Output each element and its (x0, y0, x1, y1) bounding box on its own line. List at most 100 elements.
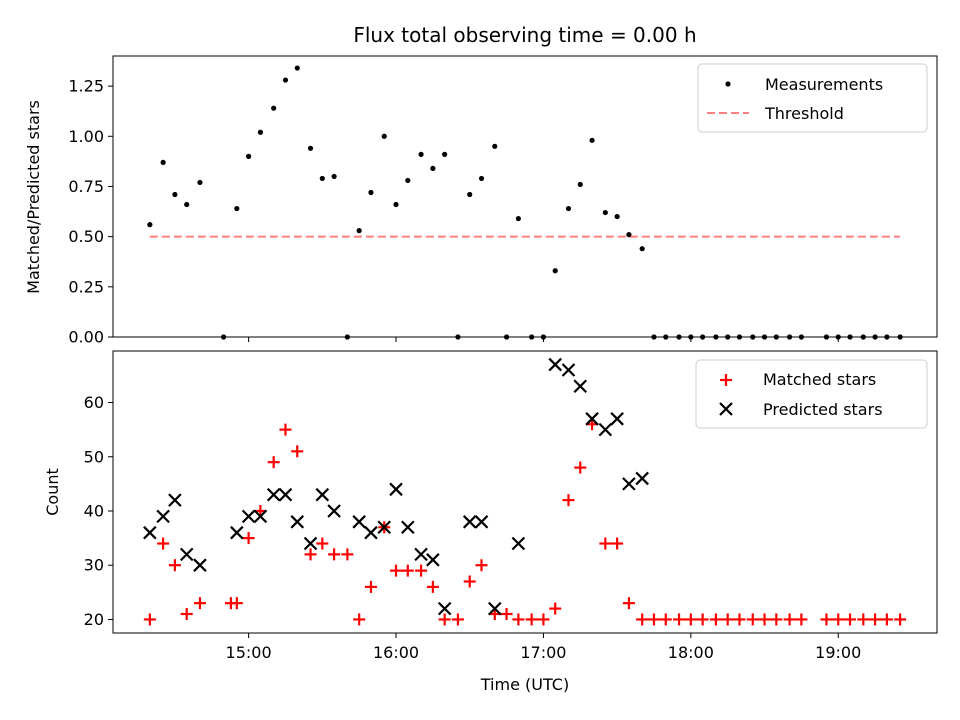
count-axes-frame (112, 350, 938, 634)
matched-star-point (894, 613, 907, 626)
matched-star-point (426, 580, 439, 593)
matched-star-point (500, 608, 513, 621)
matched-star-point (316, 537, 329, 550)
measurement-point (381, 133, 387, 139)
predicted-star-stroke (511, 536, 526, 551)
predicted-star-point (377, 520, 392, 535)
predicted-star-stroke (462, 515, 477, 529)
predicted-star-point (548, 357, 562, 372)
ratio-plot-area (147, 65, 903, 340)
legend-threshold-label: Threshold (764, 104, 844, 123)
measurement-point (160, 159, 166, 165)
predicted-star-stroke (622, 477, 636, 491)
predicted-star-point (315, 487, 330, 502)
matched-star-point (242, 532, 255, 545)
predicted-star-point (168, 493, 182, 507)
count-x-tick-label: 15:00 (226, 643, 272, 662)
matched-star-point (783, 613, 796, 626)
matched-star-point (869, 613, 882, 626)
matched-star-point (463, 575, 476, 588)
predicted-star-stroke (610, 412, 624, 426)
measurement-point (589, 137, 595, 143)
measurement-point (492, 143, 498, 149)
matched-star-point (758, 613, 771, 626)
measurement-point (197, 179, 203, 186)
predicted-star-point (266, 487, 281, 502)
measurement-point (147, 222, 153, 228)
predicted-star-point (156, 509, 170, 524)
predicted-star-point (474, 515, 489, 529)
matched-star-point (267, 456, 280, 469)
matched-star-point (574, 461, 587, 474)
predicted-star-point (241, 509, 256, 524)
ratio-y-tick-label: 0.75 (68, 177, 104, 196)
measurement-point (565, 205, 572, 212)
matched-star-point (857, 613, 870, 626)
matched-star-point (512, 613, 525, 626)
measurement-point (552, 268, 558, 274)
count-panel: 20 30 40 50 60 15:00 16:00 17:00 18:00 19:00 Cou… (43, 350, 938, 694)
predicted-star-stroke (573, 379, 588, 394)
measurement-point (430, 165, 436, 171)
predicted-star-stroke (635, 471, 649, 486)
count-x-tick-label: 18:00 (668, 643, 714, 662)
predicted-star-point (437, 601, 452, 616)
legend-predicted-marker (719, 402, 733, 416)
predicted-star-stroke (389, 482, 403, 497)
ratio-legend-box (697, 63, 928, 133)
predicted-star-stroke (426, 553, 440, 567)
predicted-star-point (327, 504, 341, 518)
measurement-point (282, 77, 289, 83)
measurement-point (405, 177, 411, 184)
predicted-star-point (598, 422, 613, 437)
count-y-tick-label: 30 (84, 556, 104, 575)
measurement-point (639, 246, 645, 252)
ratio-axes-frame (112, 55, 938, 338)
measurement-point (467, 191, 473, 198)
matched-star-point (537, 613, 550, 626)
predicted-star-stroke (327, 504, 341, 518)
matched-star-point (304, 548, 317, 561)
ratio-legend: Measurements Threshold (697, 63, 928, 133)
matched-star-point (451, 613, 464, 626)
predicted-star-stroke (241, 509, 256, 524)
measurement-point (515, 215, 521, 222)
matched-star-point (157, 537, 170, 550)
predicted-star-point (414, 547, 428, 562)
measurement-point (478, 175, 485, 182)
matched-star-point (549, 602, 562, 615)
legend-measurements-marker (725, 81, 731, 87)
ratio-y-axis-label: Matched/Predicted stars (24, 100, 43, 294)
measurement-point (577, 181, 583, 188)
legend-matched-marker (720, 374, 732, 386)
matched-star-point (673, 613, 686, 626)
predicted-star-stroke (303, 536, 318, 551)
measurement-point (331, 173, 337, 180)
measurement-point (356, 228, 362, 234)
measurement-point (614, 213, 620, 220)
ratio-y-tick-label: 1.00 (68, 127, 104, 146)
matched-star-point (770, 613, 783, 626)
count-y-tick-label: 40 (84, 501, 104, 520)
measurement-point (418, 151, 424, 157)
predicted-star-stroke (377, 520, 392, 535)
matched-star-point (475, 559, 488, 572)
count-plot-area (143, 357, 907, 626)
predicted-star-point (488, 601, 502, 616)
predicted-star-point (610, 412, 624, 426)
matched-star-point (438, 613, 451, 626)
predicted-star-stroke (230, 525, 244, 540)
legend-matched-label: Matched stars (763, 370, 876, 389)
matched-star-point (611, 537, 624, 550)
count-y-tick-label: 50 (84, 447, 104, 466)
matched-star-point (279, 423, 292, 436)
predicted-star-point (389, 482, 403, 497)
measurement-point (234, 205, 240, 212)
count-y-tick-label: 20 (84, 610, 104, 629)
predicted-star-point (585, 412, 599, 426)
ratio-y-tick-label: 0.00 (68, 328, 104, 347)
matched-star-point (795, 613, 808, 626)
matched-star-point (341, 548, 354, 561)
measurement-point (602, 209, 608, 216)
